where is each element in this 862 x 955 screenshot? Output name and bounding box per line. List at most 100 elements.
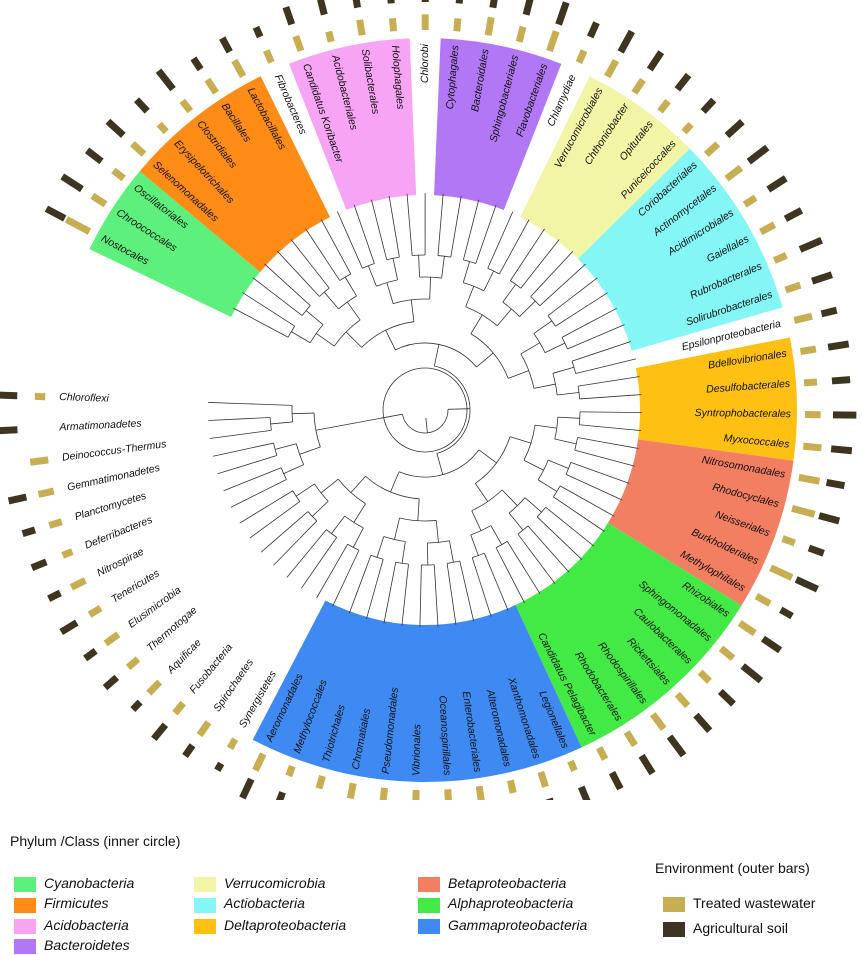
leaf-branch-deinococcus-thermus xyxy=(209,433,247,439)
branch xyxy=(351,245,363,269)
tree-branches xyxy=(208,192,642,627)
leaf-branch-solibacterales xyxy=(388,195,396,233)
leaf-branch-armatimonadetes xyxy=(208,418,246,421)
leaf-branch-rhodobacterales xyxy=(520,562,541,595)
branch xyxy=(346,301,361,321)
branch-arc xyxy=(552,373,558,396)
branch xyxy=(449,540,454,563)
branch xyxy=(390,562,397,587)
branch xyxy=(429,277,432,300)
agricultural-soil-bar-xanthomonadales xyxy=(546,797,554,800)
branch xyxy=(401,541,406,564)
agricultural-soil-bar-methylophilales xyxy=(779,606,794,620)
agricultural-soil-bar-nostocales xyxy=(44,205,67,222)
leaf-branch-neisseriales xyxy=(594,470,630,484)
agricultural-soil-bar-rubrobacterales xyxy=(798,237,823,253)
treated-wastewater-bar-chromatiales xyxy=(346,782,357,800)
branch xyxy=(249,442,274,449)
treated-wastewater-bar-acidimicrobiales xyxy=(742,194,758,208)
leaf-branch-chloroflexi xyxy=(208,402,246,405)
branch xyxy=(447,408,470,410)
phylum-sectors xyxy=(89,38,797,782)
sector-verrucomicrobia xyxy=(520,76,690,259)
legend-cyanobacteria: Cyanobacteria xyxy=(44,875,135,891)
branch-arc xyxy=(398,449,480,478)
agricultural-soil-bar-opitutales xyxy=(674,72,692,92)
branch xyxy=(502,284,517,303)
agricultural-soil-bar-fibrobacteres xyxy=(252,25,264,39)
branch xyxy=(475,239,485,264)
sector-deltaproteobacteria xyxy=(635,337,797,461)
leaf-label-syntrophobacterales: Syntrophobacterales xyxy=(695,407,792,420)
legend-gammaproteobacteria: Gammaproteobacteria xyxy=(448,917,588,933)
sector-firmicutes xyxy=(139,76,331,273)
sector-bacteroidetes xyxy=(434,38,562,210)
swatch-deltaproteobacteria xyxy=(194,919,216,934)
swatch-acidobacteria xyxy=(14,919,36,934)
leaf-branch-nostocales xyxy=(233,307,267,326)
leaf-branch-clostridiales xyxy=(290,239,315,269)
leaf-branch-myxococcales xyxy=(604,426,642,432)
branch xyxy=(579,424,605,428)
root-circle xyxy=(382,367,468,453)
swatch-betaproteobacteria xyxy=(418,877,440,892)
branch xyxy=(410,299,415,322)
branch xyxy=(305,310,324,325)
branch xyxy=(498,251,512,275)
branch xyxy=(496,308,512,326)
agricultural-soil-bar-synergistetes xyxy=(214,761,225,772)
branch xyxy=(495,547,508,571)
environment-legend-title: Environment (outer bars) xyxy=(655,860,810,876)
branch-arc xyxy=(530,296,541,307)
branch xyxy=(567,338,591,350)
branch xyxy=(517,533,534,555)
treated-wastewater-bar-sphingobacteriales xyxy=(515,25,527,43)
leaf-branch-actinomycetales xyxy=(567,277,598,301)
leaf-branch-acidimicrobiales xyxy=(576,292,608,314)
branch xyxy=(555,312,577,327)
branch-arc xyxy=(295,443,305,465)
branch xyxy=(552,366,575,374)
leaf-label-armatimonadetes: Armatimonadetes xyxy=(58,417,143,433)
branch xyxy=(578,381,603,387)
leaf-branch-cytophagales xyxy=(439,193,444,231)
agricultural-soil-bar-bacillales xyxy=(190,56,204,72)
branch xyxy=(350,475,366,493)
branch xyxy=(257,467,282,478)
branch xyxy=(386,282,394,304)
leaf-branch-nitrosomonadales xyxy=(602,441,639,449)
branch-arc xyxy=(344,515,364,529)
branch xyxy=(331,515,346,534)
sector-acidobacteria xyxy=(289,38,417,210)
leaf-branch-burkholderiales xyxy=(588,484,623,501)
agricultural-soil-bar-legionellales xyxy=(577,785,591,800)
treated-wastewater-bar-sphingomonadales xyxy=(718,645,736,661)
leaf-label-cytophagales: Cytophagales xyxy=(444,44,461,110)
branch xyxy=(471,510,482,531)
environment-bars xyxy=(0,0,857,800)
branch xyxy=(574,449,599,457)
legend-alphaproteobacteria: Alphaproteobacteria xyxy=(448,895,574,911)
treated-wastewater-bar-selenomonadales xyxy=(130,141,147,157)
branch xyxy=(533,320,553,334)
branch xyxy=(530,278,548,297)
leaf-label-chlorobi: Chlorobi xyxy=(419,43,431,83)
leaf-branch-aeromonadales xyxy=(332,572,349,607)
treated-wastewater-bar-epsilonproteobacteria xyxy=(793,312,813,324)
branch xyxy=(446,563,452,589)
branch xyxy=(537,479,558,492)
treated-wastewater-bar-rhodobacterales xyxy=(623,730,638,748)
branch xyxy=(245,403,293,406)
leaf-label-deferribacteres: Deferribacteres xyxy=(83,513,155,551)
branch xyxy=(509,436,532,444)
treated-wastewater-bar-oceanospirillales xyxy=(444,789,452,800)
branch xyxy=(547,300,569,316)
branch xyxy=(476,352,494,368)
branch xyxy=(570,462,595,472)
branch xyxy=(501,489,518,506)
branch-arc xyxy=(386,256,400,261)
agricultural-soil-bar-chthoniobacter xyxy=(646,50,665,72)
leaf-branch-fibrobacteres xyxy=(336,211,353,246)
branch xyxy=(392,258,398,280)
treated-wastewater-bar-desulfobacterales xyxy=(803,378,818,387)
